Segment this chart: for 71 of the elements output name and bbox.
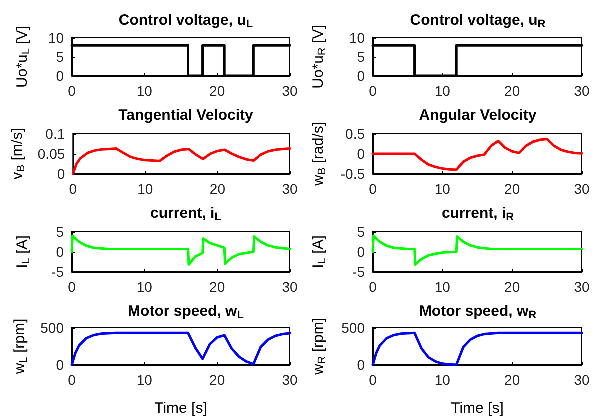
x-tick-label: 10: [434, 181, 451, 197]
y-axis-title: Uo*uL [V]: [14, 26, 32, 88]
x-tick-label: 0: [68, 372, 76, 388]
x-tick-label: 20: [210, 83, 226, 99]
y-tick-label: 0: [357, 68, 366, 84]
y-tick-label: 0.1: [46, 126, 66, 142]
line-series: [70, 332, 292, 366]
y-axis-title: wB [rad/s]: [310, 122, 328, 188]
y-axis-title: vB [m/s]: [9, 128, 28, 180]
y-tick-label: 5: [56, 49, 64, 65]
y-tick-label: 500: [342, 320, 366, 336]
x-tick-label: 20: [210, 279, 226, 295]
x-tick-label: 10: [136, 372, 153, 388]
x-tick-label: 0: [69, 181, 78, 197]
chart-title: Tangential Velocity: [118, 107, 254, 124]
x-tick-label: 0: [369, 83, 378, 99]
y-tick-label: 5: [357, 49, 366, 65]
y-tick-label: 5: [357, 224, 366, 240]
x-tick-label: 10: [434, 279, 451, 295]
x-tick-label: 30: [574, 83, 590, 99]
y-tick-label: 0: [357, 146, 366, 162]
x-tick-label: 0: [369, 372, 378, 388]
y-tick-label: 10: [48, 30, 64, 46]
x-tick-label: 10: [136, 83, 153, 99]
x-axis-title: Time [s]: [451, 400, 504, 417]
y-tick-label: 10: [349, 30, 366, 46]
x-tick-label: 30: [282, 181, 298, 197]
y-axis-title: IL [A]: [14, 236, 32, 268]
x-tick-label: 20: [210, 372, 226, 388]
x-tick-label: 10: [136, 279, 153, 295]
x-tick-label: 30: [282, 83, 298, 99]
y-tick-label: 0: [57, 166, 66, 182]
x-tick-label: 30: [282, 372, 298, 388]
line-series: [372, 138, 584, 172]
x-tick-label: 20: [504, 181, 520, 197]
x-tick-label: 20: [504, 372, 520, 388]
y-tick-label: -0.5: [340, 166, 366, 182]
y-tick-label: 0.05: [38, 146, 66, 162]
y-tick-label: -5: [352, 264, 366, 280]
x-tick-label: 10: [434, 83, 451, 99]
y-tick-label: 0: [357, 357, 366, 373]
line-series: [372, 234, 584, 266]
y-tick-label: 0.5: [346, 126, 366, 142]
y-tick-label: 5: [56, 224, 64, 240]
x-axis-title: Time [s]: [154, 400, 208, 417]
y-tick-label: 0: [357, 244, 366, 260]
y-tick-label: 500: [40, 320, 64, 336]
line-series: [372, 332, 584, 366]
x-tick-label: 20: [504, 279, 520, 295]
line-series: [70, 234, 292, 266]
x-tick-label: 0: [68, 83, 76, 99]
x-tick-label: 10: [434, 372, 451, 388]
x-tick-label: 20: [504, 83, 520, 99]
x-tick-label: 30: [574, 181, 590, 197]
x-tick-label: 0: [369, 181, 378, 197]
y-tick-label: -5: [52, 264, 64, 280]
x-tick-label: 10: [138, 181, 154, 197]
y-axis-title: Uo*uR [V]: [310, 25, 328, 89]
y-tick-label: 0: [56, 357, 64, 373]
y-tick-label: 0: [56, 244, 64, 260]
y-axis-title: IL [A]: [310, 236, 328, 268]
x-tick-label: 30: [574, 372, 590, 388]
x-tick-label: 30: [574, 279, 590, 295]
y-axis-title: wL [rpm]: [12, 318, 30, 376]
x-tick-label: 30: [282, 279, 298, 295]
x-tick-label: 20: [210, 181, 226, 197]
chart-title: Angular Velocity: [419, 107, 538, 124]
x-tick-label: 0: [68, 279, 76, 295]
x-tick-label: 0: [369, 279, 378, 295]
y-tick-label: 0: [56, 68, 64, 84]
y-axis-title: wR [rpm]: [310, 318, 328, 376]
